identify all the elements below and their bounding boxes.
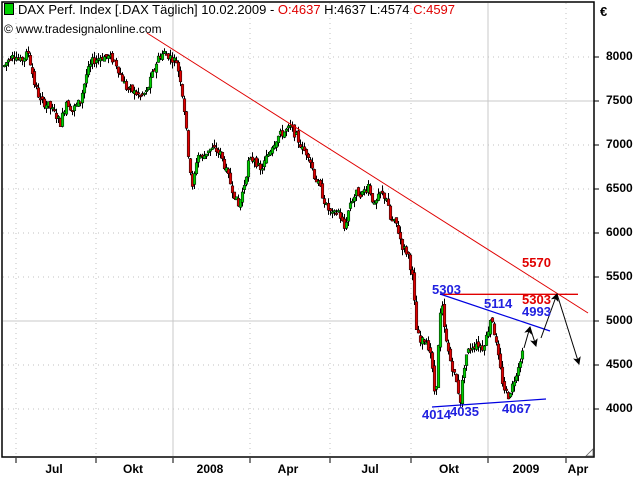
open-value: O:4637 [277,2,321,17]
candle-legend-icon [4,3,14,15]
x-tick-label: Okt [438,462,460,476]
x-tick-label: Jul [361,462,379,476]
price-annotation: 4067 [502,401,531,416]
price-annotation: 5303 [522,292,551,307]
axis-ticks [15,56,599,463]
instrument-label: DAX Perf. Index [.DAX Täglich] 10.02.200… [18,2,278,17]
candlesticks [2,46,525,408]
resize-corner-icon[interactable] [585,448,594,457]
price-annotation: 5570 [522,255,551,270]
x-tick-label: Jul [45,462,63,476]
x-tick-label: Okt [122,462,144,476]
currency-label: € [600,4,608,19]
chart-header: DAX Perf. Index [.DAX Täglich] 10.02.200… [4,2,455,17]
plot-frame [1,1,595,458]
grid-lines [3,3,594,456]
high-low-values: H:4637 L:4574 [320,2,414,17]
price-annotation: 4014 [422,407,451,422]
y-tick-label: 8000 [606,49,633,63]
x-tick-label: 2009 [512,462,540,476]
y-tick-label: 7500 [606,93,633,107]
y-tick-label: 6000 [606,225,633,239]
trendlines [146,32,589,408]
close-value: C:4597 [413,2,456,17]
price-annotation: 5114 [484,296,513,311]
price-annotation: 5303 [432,282,461,297]
x-tick-label: Apr [567,462,589,476]
price-annotation: 4993 [522,304,551,319]
y-tick-label: 5500 [606,269,633,283]
copyright-label: © www.tradesignalonline.com [4,22,162,36]
y-tick-label: 6500 [606,181,633,195]
y-tick-label: 5000 [606,313,633,327]
x-tick-label: 2008 [196,462,224,476]
price-annotation: 4035 [450,404,479,419]
y-tick-label: 4500 [606,357,633,371]
y-tick-label: 4000 [606,401,633,415]
x-tick-label: Apr [277,462,299,476]
y-tick-label: 7000 [606,137,633,151]
